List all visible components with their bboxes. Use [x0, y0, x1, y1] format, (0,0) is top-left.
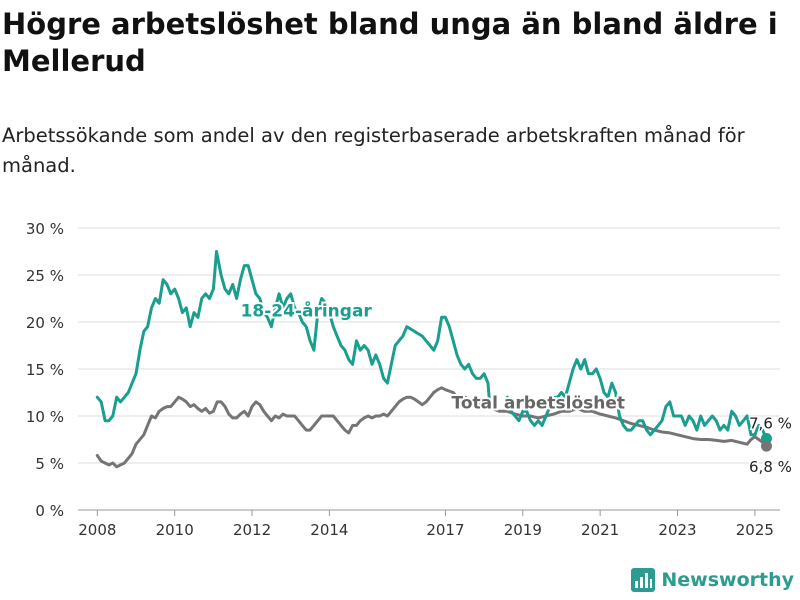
bar-chart-logo-icon	[631, 568, 656, 592]
y-tick-label: 15 %	[26, 361, 64, 379]
line-chart: 0 % 5 % 10 % 15 % 20 % 25 % 30 % 2008 2010 2012 20…	[26, 220, 794, 539]
x-tick-label: 2021	[581, 521, 619, 539]
x-tick-label: 2014	[310, 521, 348, 539]
end-label-total: 6,8 %	[749, 458, 792, 476]
y-tick-label: 0 %	[35, 502, 64, 520]
y-tick-label: 10 %	[26, 408, 64, 426]
chart-title: Högre arbetslöshet bland unga än bland ä…	[2, 7, 778, 78]
x-tick-label: 2012	[233, 521, 271, 539]
brand[interactable]: Newsworthy	[631, 568, 794, 592]
x-tick-label: 2025	[736, 521, 774, 539]
y-tick-label: 25 %	[26, 267, 64, 285]
y-tick-label: 20 %	[26, 314, 64, 332]
series-line-youth	[95, 250, 492, 423]
end-point-youth	[760, 433, 772, 445]
end-point-total	[760, 440, 772, 452]
y-tick-label: 5 %	[35, 455, 64, 473]
chart-subtitle: Arbetssökande som andel av den registerb…	[2, 124, 745, 177]
x-tick-label: 2008	[78, 521, 116, 539]
brand-name: Newsworthy	[661, 569, 794, 591]
x-tick-label: 2017	[426, 521, 464, 539]
end-label-youth: 7,6 %	[749, 415, 792, 433]
series-line-youth	[505, 358, 768, 441]
series-label-total: Total arbetslöshet	[451, 393, 625, 413]
x-tick-label: 2019	[504, 521, 542, 539]
y-tick-label: 30 %	[26, 220, 64, 238]
x-tick-label: 2023	[658, 521, 696, 539]
x-tick-label: 2010	[156, 521, 194, 539]
series-line-total	[95, 386, 768, 469]
series-label-youth: 18-24-åringar	[241, 299, 373, 321]
